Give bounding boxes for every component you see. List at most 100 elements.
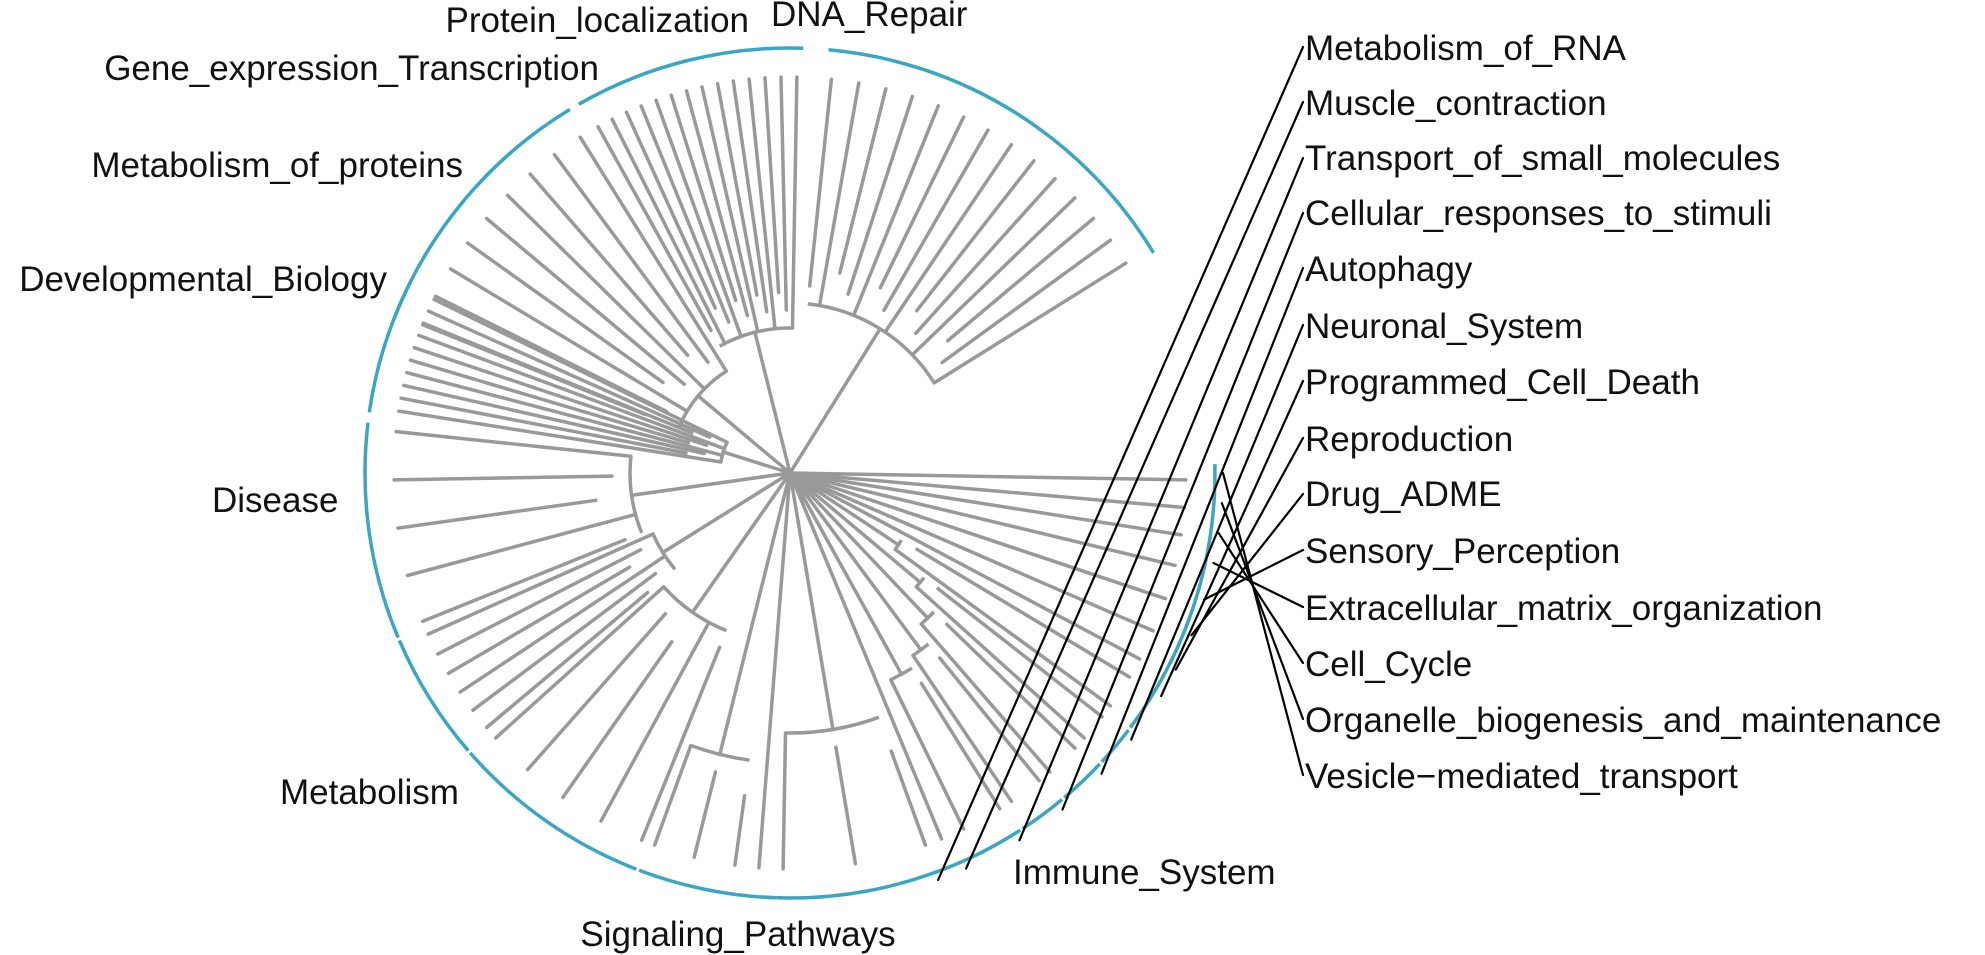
branch-immune-system-leaf [882,128,990,312]
branch-signaling-pathways-leaf [747,77,777,331]
leader-metabolism-of-rna [936,45,1305,882]
branch-disease-leaf [432,297,729,445]
branch-gene-expression-transcription-leaf [639,645,722,842]
branch-metabolism-of-rna-leaf [889,749,928,847]
label-leader-lines [936,45,1305,882]
branch-cell-cycle-leaf [847,480,1183,537]
branch-developmental-biology-trunk [629,471,792,498]
label-cell-cycle: Cell_Cycle [1305,645,1472,684]
branch-programmed-cell-death-leaf [893,547,1113,708]
branch-immune-system-join [807,302,936,384]
branch-metabolism-of-rna-join [785,715,880,735]
branch-disease-leaf [397,409,723,464]
branch-disease-trunk [721,450,792,475]
branch-neuronal-system-leaf [914,585,1087,740]
arc-neuronal-system [1100,728,1130,763]
branch-disease-leaf [416,333,727,451]
branch-metabolism-of-proteins-leaf [436,548,643,656]
branch-disease-leaf [426,309,712,439]
branch-disease-leaf [408,358,691,445]
label-metabolism-of-proteins: Metabolism_of_proteins [91,146,463,185]
branch-protein-localization-leaf [652,743,693,847]
branch-transport-of-small-molecules-trunk [788,471,904,676]
leader-neuronal-system [1130,323,1305,741]
label-developmental-biology: Developmental_Biology [19,260,387,299]
branch-disease-leaf [402,383,706,456]
label-autophagy: Autophagy [1305,250,1473,289]
dendrogram-branches [392,75,1188,871]
branch-metabolism-of-proteins-trunk [661,471,792,555]
branch-immune-system-leaf [932,261,1128,385]
branch-immune-system-leaf [838,87,888,275]
branch-metabolism-leaf [505,193,707,391]
branch-muscle-contraction-trunk [788,471,888,706]
branch-signaling-pathways-leaf [763,76,781,295]
branch-metabolism-leaf [484,216,687,387]
branch-signaling-pathways-leaf [669,93,738,303]
branch-neuronal-system-trunk [788,471,922,585]
branch-dna-repair-leaf [757,476,792,870]
branch-neuronal-system-leaf [936,586,1104,719]
label-drug-adme: Drug_ADME [1305,475,1501,514]
branch-developmental-biology-join [628,456,644,534]
branch-immune-system-leaf [851,104,941,318]
branch-disease-leaf [405,370,725,458]
branch-transport-of-small-molecules-leaf [889,677,966,831]
leader-programmed-cell-death [1160,379,1305,698]
branch-protein-localization-join [690,743,750,762]
branch-programmed-cell-death-leaf [915,547,1132,679]
branch-signaling-pathways-leaf [654,98,743,339]
label-extracellular-matrix-organization: Extracellular_matrix_organization [1305,589,1822,628]
leader-cellular-responses-to-stimuli [1061,211,1305,811]
branch-signaling-pathways-leaf [779,75,789,312]
branch-metabolism-leaf [528,172,690,358]
label-metabolism: Metabolism [280,773,459,812]
branch-disease-leaf [412,345,709,447]
leader-sensory-perception [1202,548,1305,601]
branch-signaling-pathways-leaf [715,81,759,297]
arc-gene-expression-transcription [468,751,637,871]
leader-organelle-biogenesis-and-maintenance [1220,502,1305,721]
label-protein-localization: Protein_localization [445,1,749,40]
arc-metabolism [392,108,571,320]
branch-metabolism-of-proteins-join [651,533,677,571]
branch-organelle-biogenesis-and-maintenance-leaf [838,475,1187,510]
arc-disease [367,280,413,413]
branch-immune-system-leaf [878,115,966,290]
branch-metabolism-of-proteins-leaf [471,571,658,712]
branch-metabolism-leaf [433,294,669,414]
branch-protein-localization-trunk [718,471,792,757]
label-gene-expression-transcription: Gene_expression_Transcription [104,49,599,88]
arc-autophagy [1063,762,1102,799]
branch-developmental-biology-leaf [392,474,614,482]
arc-signaling-pathways [577,46,804,106]
arc-cellular-responses-to-stimuli [1021,798,1064,831]
label-muscle-contraction: Muscle_contraction [1305,84,1607,123]
branch-metabolism-leaf [421,322,648,417]
branch-immune-system-leaf [910,196,1077,357]
branch-metabolism-of-rna-trunk [788,471,835,732]
arc-immune-system [828,47,1155,254]
branch-immune-system-leaf [946,216,1096,343]
branch-vesicle-mediated-transport-leaf [828,471,1188,482]
label-signaling-pathways: Signaling_Pathways [580,915,895,954]
branch-developmental-biology-leaf [405,512,638,578]
arc-dna-repair [736,892,777,900]
arc-vesicle-mediated-transport [1212,464,1217,497]
branch-programmed-cell-death-join [893,539,903,551]
branch-signaling-pathways-leaf [790,75,799,330]
branch-signaling-pathways-join [718,326,793,348]
branch-immune-system-leaf [817,81,861,308]
category-labels: Disease Developmental_Biology Metabolism… [19,0,1941,954]
arc-developmental-biology [363,422,400,639]
branch-gene-expression-transcription-join [662,585,727,633]
branch-metabolism-of-proteins-leaf [426,532,655,636]
branch-developmental-biology-leaf [396,498,598,530]
branch-vesicle-mediated-transport-trunk [788,471,832,476]
branch-metabolism-trunk [696,394,792,475]
branch-metabolism-leaf [448,267,689,413]
branch-immune-system-leaf [915,159,1036,313]
label-metabolism-of-rna: Metabolism_of_RNA [1305,29,1627,68]
branch-cellular-responses-to-stimuli-leaf [938,656,1041,783]
